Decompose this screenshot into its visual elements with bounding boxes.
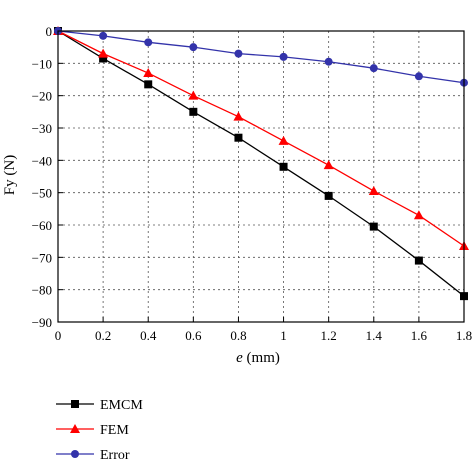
legend-item-emcm: EMCM (56, 398, 143, 413)
data-point-emcm (279, 162, 288, 171)
tick-layer: 0 0.2 0.4 0.6 0.8 1 1.2 1.4 1.6 1.8 0 −10 −20 −30 −40 −… (32, 24, 472, 343)
y-tick-label: −80 (32, 283, 52, 298)
legend-item-fem: FEM (56, 423, 129, 438)
plot-frame (57, 30, 465, 323)
data-point-emcm (99, 54, 108, 63)
legend-marker (71, 450, 79, 458)
x-tick-label: 1.4 (366, 328, 383, 343)
series-emcm (54, 27, 468, 301)
x-tick-label: 1.8 (456, 328, 472, 343)
data-point-error (279, 52, 288, 61)
y-tick-label: −60 (32, 218, 52, 233)
legend-marker (70, 424, 80, 433)
series-layer (53, 26, 469, 301)
data-point-fem (233, 111, 244, 121)
y-tick-label: −90 (32, 315, 52, 330)
y-tick-label: −30 (32, 121, 52, 136)
y-tick-label: −20 (32, 89, 52, 104)
data-point-error (369, 64, 378, 73)
data-point-fem (188, 90, 199, 100)
series-line-error (57, 30, 465, 84)
data-point-error (324, 57, 333, 66)
x-tick-label: 0.8 (230, 328, 246, 343)
data-point-fem (278, 135, 289, 145)
y-tick-label: −10 (32, 56, 52, 71)
series-error (54, 27, 468, 87)
data-point-error (234, 49, 243, 58)
series-fem (53, 26, 469, 251)
data-point-emcm (189, 107, 198, 116)
y-axis-label: Fy (N) (2, 155, 18, 195)
legend-label: FEM (100, 423, 129, 438)
data-point-fem (98, 48, 109, 58)
x-tick-label: 0 (55, 328, 62, 343)
data-point-fem (143, 68, 154, 78)
data-point-emcm (324, 191, 333, 200)
series-line-emcm (57, 30, 465, 297)
data-point-error (144, 38, 153, 47)
y-tick-label: −40 (32, 153, 52, 168)
data-point-error (414, 72, 423, 81)
y-tick-label: −70 (32, 250, 52, 265)
data-point-emcm (414, 256, 423, 265)
x-tick-label: 0.6 (185, 328, 202, 343)
series-line-fem (57, 30, 465, 247)
data-point-fem (413, 210, 424, 220)
data-point-error (189, 43, 198, 52)
data-point-emcm (369, 222, 378, 231)
data-point-error (99, 31, 108, 40)
data-point-emcm (144, 80, 153, 89)
data-point-fem (368, 186, 379, 196)
data-point-emcm (234, 133, 243, 142)
x-tick-label: 1.2 (321, 328, 337, 343)
y-tick-label: 0 (46, 24, 53, 39)
legend-label: Error (100, 448, 130, 463)
legend: EMCM FEM Error (56, 398, 143, 463)
x-tick-label: 1 (280, 328, 287, 343)
data-point-fem (323, 160, 334, 170)
x-tick-label: 0.4 (140, 328, 157, 343)
legend-label: EMCM (100, 398, 143, 413)
legend-marker (71, 400, 79, 408)
grid-lines (58, 31, 464, 322)
legend-item-error: Error (56, 448, 130, 463)
y-tick-label: −50 (32, 186, 52, 201)
x-axis-label: e (mm) (236, 350, 280, 366)
x-tick-label: 1.6 (411, 328, 428, 343)
x-tick-label: 0.2 (95, 328, 111, 343)
